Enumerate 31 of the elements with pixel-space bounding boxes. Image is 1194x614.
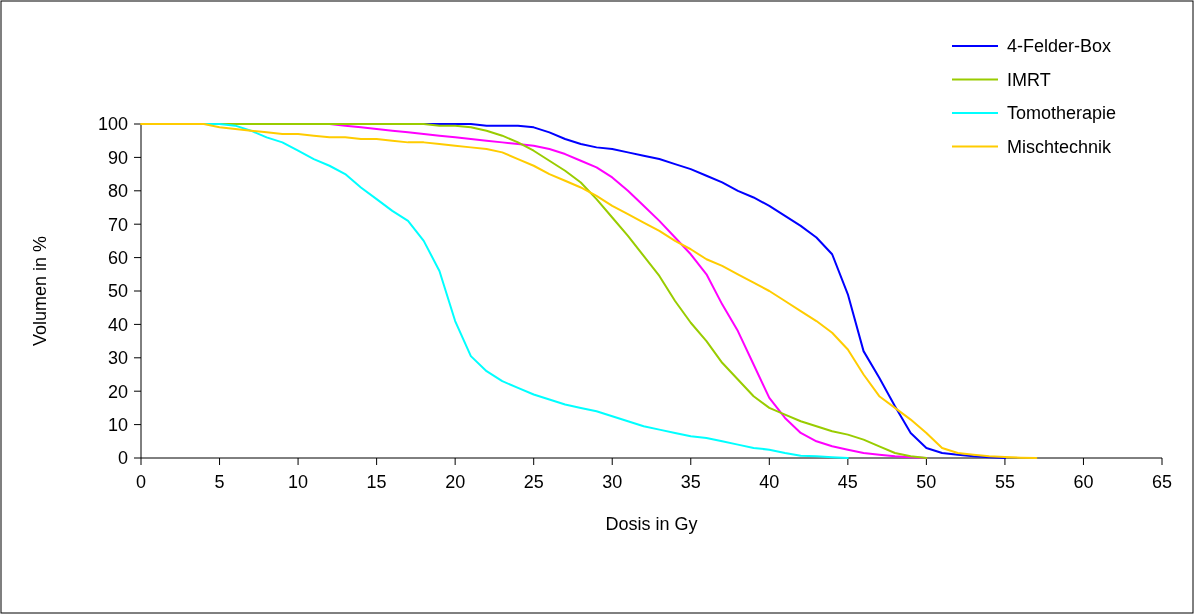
legend-label: IMRT (1007, 69, 1051, 90)
legend-label: Mischtechnik (1007, 136, 1113, 157)
x-tick-label: 40 (759, 472, 780, 492)
y-tick-label: 0 (117, 448, 128, 469)
x-axis-title: Dosis in Gy (605, 514, 698, 534)
y-axis-title: Volumen in % (30, 235, 50, 347)
y-tick-label: 80 (107, 181, 128, 202)
y-tick-label: 30 (107, 348, 128, 369)
x-tick-label: 35 (680, 472, 701, 492)
y-tick-label: 60 (107, 247, 128, 268)
x-tick-label: 30 (602, 472, 623, 492)
legend-label: 4-Felder-Box (1007, 36, 1112, 57)
x-tick-label: 65 (1151, 472, 1173, 492)
y-tick-label: 100 (97, 114, 128, 135)
x-tick-label: 20 (445, 472, 466, 492)
y-tick-label: 70 (107, 214, 128, 235)
x-tick-label: 25 (523, 472, 544, 492)
y-tick-label: 40 (107, 314, 128, 335)
x-tick-label: 55 (994, 472, 1015, 492)
x-tick-label: 50 (916, 472, 937, 492)
legend-label: Tomotherapie (1007, 103, 1117, 124)
x-tick-label: 5 (214, 472, 225, 492)
x-tick-label: 15 (366, 472, 387, 492)
x-tick-label: 0 (135, 472, 147, 492)
x-tick-label: 60 (1073, 472, 1094, 492)
y-tick-label: 10 (107, 414, 128, 435)
x-tick-label: 10 (288, 472, 309, 492)
y-tick-label: 90 (107, 147, 128, 168)
y-tick-label: 20 (107, 381, 128, 402)
x-tick-label: 45 (837, 472, 858, 492)
y-tick-label: 50 (107, 281, 128, 302)
